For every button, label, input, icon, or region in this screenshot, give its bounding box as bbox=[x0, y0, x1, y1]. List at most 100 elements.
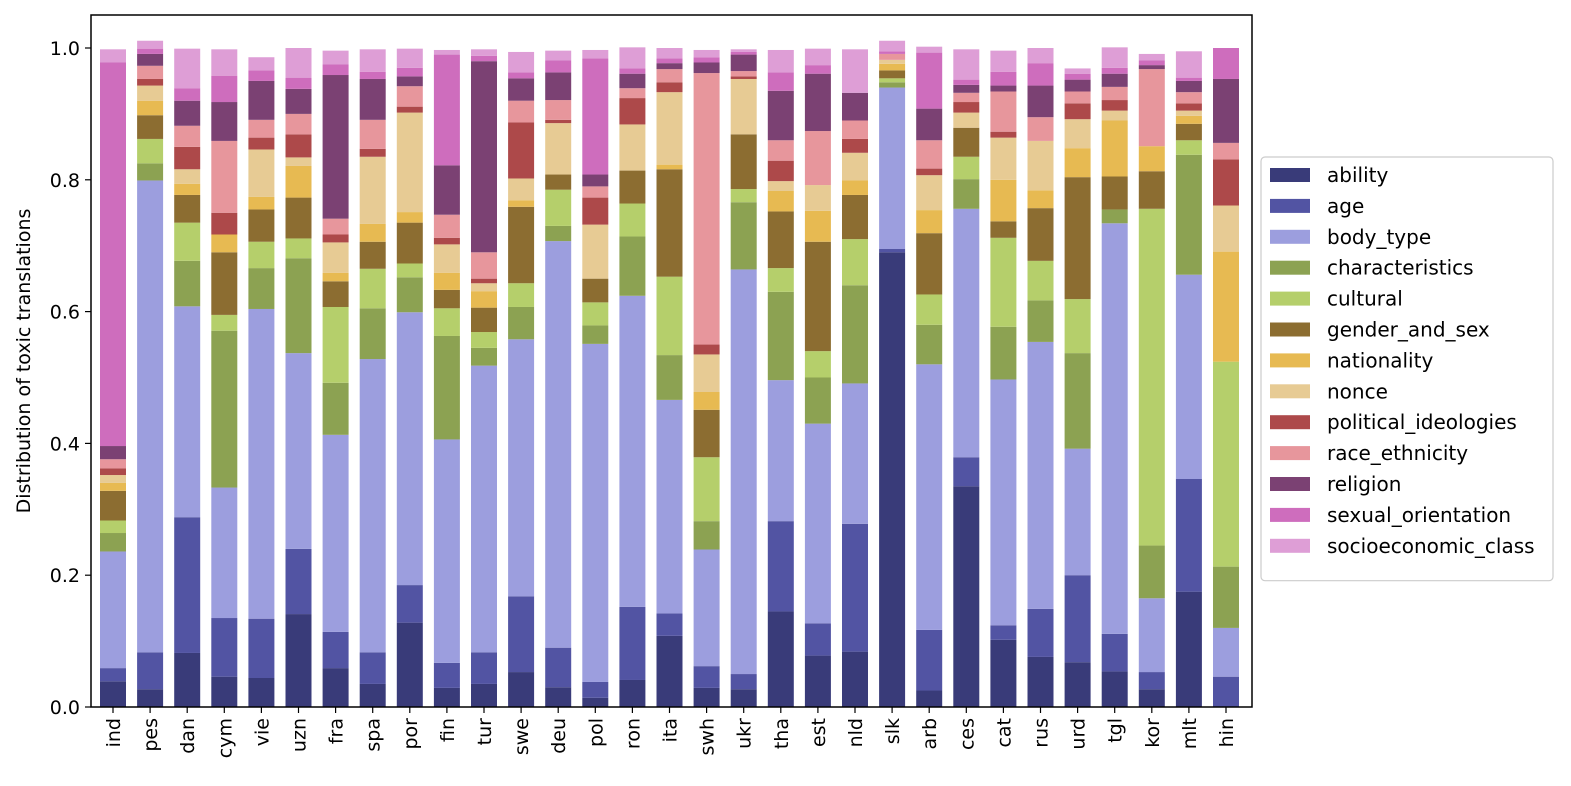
bar-segment-arb-age bbox=[916, 629, 943, 691]
bar-segment-swh-socioeconomic_class bbox=[693, 49, 720, 58]
bar-segment-ron-sexual_orientation bbox=[619, 68, 646, 74]
legend: ability age body_type characteristics cultur… bbox=[1260, 156, 1554, 582]
bar-segment-arb-political_ideologies bbox=[916, 168, 943, 176]
bar-segment-swe-nonce bbox=[508, 178, 535, 201]
bar-segment-ita-body_type bbox=[656, 399, 683, 614]
bar-stack-arb bbox=[916, 46, 943, 707]
x-tick-label: pes bbox=[140, 718, 162, 752]
bar-segment-ron-body_type bbox=[619, 295, 646, 607]
bar-segment-dan-race_ethnicity bbox=[174, 125, 201, 147]
bar-stack-dan bbox=[174, 48, 201, 707]
bar-segment-tgl-nationality bbox=[1101, 120, 1128, 177]
bar-segment-dan-sexual_orientation bbox=[174, 88, 201, 101]
bar-segment-arb-nonce bbox=[916, 175, 943, 211]
bar-segment-cym-nationality bbox=[211, 234, 238, 253]
y-tick-label: 0.4 bbox=[50, 433, 80, 455]
bar-segment-swh-political_ideologies bbox=[693, 344, 720, 355]
bar-stack-swh bbox=[693, 49, 720, 707]
bar-segment-kor-nationality bbox=[1138, 146, 1165, 172]
bar-segment-pes-religion bbox=[137, 53, 164, 66]
bar-stack-ron bbox=[619, 47, 646, 707]
x-tick-label: cym bbox=[214, 718, 236, 758]
bar-segment-arb-ability bbox=[916, 690, 943, 707]
legend-item-body_type: body_type bbox=[1270, 225, 1431, 249]
bar-segment-fra-sexual_orientation bbox=[322, 64, 349, 76]
bar-segment-mlt-nationality bbox=[1175, 115, 1202, 124]
bar-segment-uzn-sexual_orientation bbox=[285, 77, 312, 89]
bar-segment-hin-sexual_orientation bbox=[1213, 48, 1239, 79]
bar-segment-fra-political_ideologies bbox=[322, 234, 349, 243]
bar-segment-por-socioeconomic_class bbox=[396, 48, 423, 68]
bar-segment-tur-religion bbox=[471, 61, 497, 253]
bar-stack-tha bbox=[767, 49, 794, 707]
legend-swatch bbox=[1270, 415, 1310, 430]
bar-stack-slk bbox=[879, 40, 906, 708]
bar-stack-urd bbox=[1064, 68, 1091, 707]
bar-segment-spa-body_type bbox=[359, 359, 386, 653]
bar-segment-rus-socioeconomic_class bbox=[1027, 48, 1054, 64]
bar-segment-swe-ability bbox=[508, 672, 535, 707]
bar-segment-ces-sexual_orientation bbox=[953, 79, 980, 85]
bar-segment-swh-age bbox=[693, 666, 720, 688]
bar-segment-slk-gender_and_sex bbox=[879, 70, 906, 79]
bar-segment-swh-gender_and_sex bbox=[693, 409, 720, 458]
bar-segment-tgl-religion bbox=[1101, 73, 1128, 87]
bar-segment-ukr-socioeconomic_class bbox=[730, 49, 757, 52]
bar-segment-spa-ability bbox=[359, 683, 386, 707]
bar-segment-ita-ability bbox=[656, 635, 683, 707]
bar-segment-fra-religion bbox=[322, 75, 349, 219]
legend-swatch bbox=[1270, 229, 1310, 244]
bar-segment-ind-nationality bbox=[100, 482, 126, 491]
legend-label: characteristics bbox=[1327, 256, 1474, 280]
bar-segment-spa-socioeconomic_class bbox=[359, 49, 386, 72]
bar-segment-tha-religion bbox=[767, 90, 794, 141]
bar-segment-ukr-characteristics bbox=[730, 202, 757, 270]
bar-segment-fin-nationality bbox=[433, 272, 460, 290]
bar-segment-pol-religion bbox=[582, 174, 609, 187]
bar-segment-fin-race_ethnicity bbox=[433, 214, 460, 238]
bar-segment-urd-socioeconomic_class bbox=[1064, 68, 1091, 74]
bar-segment-ind-characteristics bbox=[100, 533, 126, 552]
bar-segment-kor-sexual_orientation bbox=[1138, 60, 1165, 66]
bar-segment-urd-cultural bbox=[1064, 299, 1091, 354]
bar-segment-est-characteristics bbox=[804, 377, 831, 424]
bar-segment-tur-nationality bbox=[471, 291, 497, 308]
legend-swatch bbox=[1270, 353, 1310, 368]
bar-segment-uzn-nonce bbox=[285, 157, 312, 166]
bar-segment-uzn-characteristics bbox=[285, 258, 312, 354]
bar-segment-vie-body_type bbox=[248, 308, 275, 619]
bar-segment-fra-socioeconomic_class bbox=[322, 50, 349, 65]
bar-segment-nld-nationality bbox=[842, 180, 868, 195]
bar-segment-hin-nonce bbox=[1213, 205, 1239, 252]
legend-label: sexual_orientation bbox=[1327, 503, 1511, 527]
bar-segment-fra-gender_and_sex bbox=[322, 281, 349, 307]
bar-segment-cym-ability bbox=[211, 676, 238, 707]
bar-segment-fra-body_type bbox=[322, 434, 349, 632]
bar-segment-slk-ability bbox=[879, 252, 906, 708]
bar-segment-vie-ability bbox=[248, 678, 275, 707]
bar-segment-pes-body_type bbox=[137, 180, 164, 653]
bar-segment-ita-nationality bbox=[656, 164, 683, 170]
x-tick-label: fra bbox=[326, 718, 348, 744]
x-tick-label: ind bbox=[103, 718, 125, 747]
bar-segment-ces-characteristics bbox=[953, 179, 980, 209]
legend-label: nonce bbox=[1327, 379, 1388, 403]
x-axis: ind pes dan cym vie uzn fra spa por fin tur swe deu p… bbox=[103, 707, 1238, 758]
legend-swatch bbox=[1270, 168, 1310, 182]
bar-segment-ita-political_ideologies bbox=[656, 82, 683, 93]
bar-segment-mlt-characteristics bbox=[1175, 154, 1202, 275]
bar-segment-pol-race_ethnicity bbox=[582, 186, 609, 198]
bar-segment-kor-religion bbox=[1138, 65, 1165, 70]
bar-segment-est-ability bbox=[804, 655, 831, 707]
bar-segment-cat-nonce bbox=[990, 137, 1017, 180]
bar-segment-cym-sexual_orientation bbox=[211, 75, 238, 103]
legend-swatch bbox=[1270, 291, 1310, 306]
bar-segment-pol-body_type bbox=[582, 343, 609, 682]
bar-segment-swh-nationality bbox=[693, 392, 720, 410]
bar-segment-por-nonce bbox=[396, 112, 423, 213]
bar-segment-tha-gender_and_sex bbox=[767, 211, 794, 269]
bar-segment-swh-religion bbox=[693, 62, 720, 74]
bar-segment-ukr-cultural bbox=[730, 189, 757, 203]
